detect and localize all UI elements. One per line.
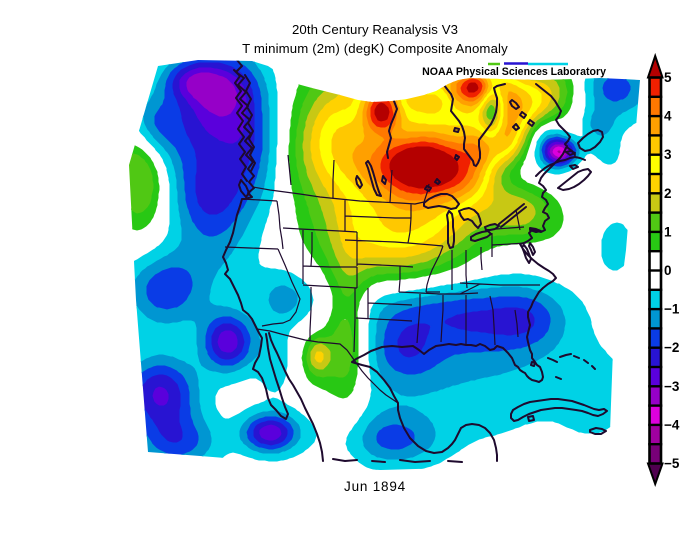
svg-text:−5: −5 [664,456,680,471]
svg-text:Jun 1894: Jun 1894 [344,479,406,494]
svg-text:−3: −3 [664,379,680,394]
svg-text:3: 3 [664,147,672,162]
svg-text:4: 4 [664,109,672,124]
svg-text:20th Century Reanalysis V3: 20th Century Reanalysis V3 [292,22,458,37]
svg-text:−1: −1 [664,302,680,317]
svg-text:−4: −4 [664,417,680,432]
svg-text:T minimum (2m) (degK) Composit: T minimum (2m) (degK) Composite Anomaly [242,41,508,56]
svg-text:0: 0 [664,263,672,278]
svg-text:2: 2 [664,186,672,201]
svg-text:−2: −2 [664,340,679,355]
svg-text:1: 1 [664,224,672,239]
svg-text:NOAA Physical Sciences Laborat: NOAA Physical Sciences Laboratory [422,66,606,78]
svg-text:5: 5 [664,70,672,85]
